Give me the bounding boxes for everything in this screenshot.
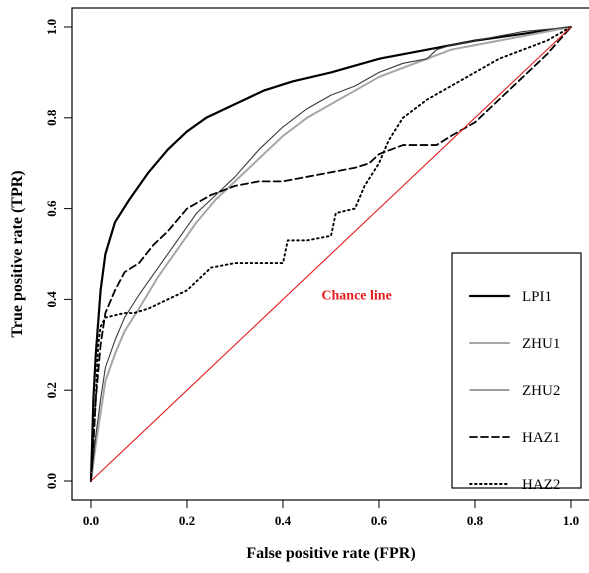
legend-box xyxy=(451,252,582,489)
y-tick-label-4: 0.8 xyxy=(44,109,59,126)
y-axis-title: True positive rate (TPR) xyxy=(9,170,26,337)
series-layer xyxy=(89,25,573,483)
legend-label-zhu2: ZHU2 xyxy=(522,383,560,399)
series-line-haz2 xyxy=(90,26,572,482)
x-tick-label-1: 0.2 xyxy=(179,513,195,528)
y-tick-label-3: 0.6 xyxy=(44,200,59,217)
legend-label-zhu1: ZHU1 xyxy=(522,336,560,352)
legend-label-lpi1: LPI1 xyxy=(522,289,552,305)
plot-frame xyxy=(71,7,589,501)
y-tick-label-0: 0.0 xyxy=(44,473,59,489)
chance-line-label: Chance line xyxy=(321,288,391,303)
legend-label-haz1: HAZ1 xyxy=(522,430,560,446)
x-tick-label-5: 1.0 xyxy=(563,513,579,528)
legend: LPI1 ZHU1 ZHU2 HAZ1 HAZ2 xyxy=(451,252,582,493)
y-tick-label-2: 0.4 xyxy=(44,291,59,308)
x-tick-label-4: 0.8 xyxy=(467,513,484,528)
x-tick-label-2: 0.4 xyxy=(275,513,292,528)
x-tick-label-3: 0.6 xyxy=(371,513,388,528)
y-tick-label-1: 0.2 xyxy=(44,382,59,398)
plot-border xyxy=(71,7,589,501)
x-tick-label-0: 0.0 xyxy=(83,513,99,528)
y-tick-label-5: 1.0 xyxy=(44,19,59,35)
series-line-lpi1 xyxy=(89,25,573,483)
annotation-layer: Chance line xyxy=(90,26,572,482)
chance-line xyxy=(90,26,572,482)
x-axis-title: False positive rate (FPR) xyxy=(246,545,415,562)
series-line-zhu2 xyxy=(90,26,572,482)
axes: 0.0 0.2 0.4 0.6 0.8 1.0 0.0 0.2 0.4 0.6 0.8 1.0 xyxy=(44,19,579,528)
legend-label-haz2: HAZ2 xyxy=(522,477,560,493)
series-line-zhu1 xyxy=(90,26,572,482)
